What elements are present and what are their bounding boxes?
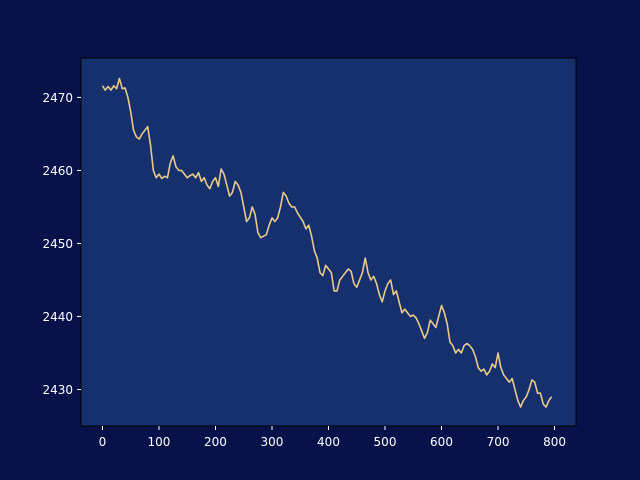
y-tick-label: 2460 [42,164,73,178]
series-layer [101,77,553,408]
y-tick-label: 2430 [42,383,73,397]
x-tick-label: 800 [543,435,566,449]
x-tick-label: 200 [204,435,227,449]
series-line-1 [101,77,553,408]
x-axis: 0 100 200 300 400 500 600 700 800 [99,426,566,449]
y-axis: 2430 2440 2450 2460 2470 [42,91,81,397]
x-tick-label: 600 [430,435,453,449]
x-tick-label: 100 [148,435,171,449]
y-tick-label: 2470 [42,91,73,105]
y-tick-label: 2450 [42,237,73,251]
x-tick-label: 700 [487,435,510,449]
x-tick-label: 500 [374,435,397,449]
x-tick-label: 300 [261,435,284,449]
x-tick-label: 400 [317,435,340,449]
x-tick-label: 0 [99,435,107,449]
y-tick-label: 2440 [42,310,73,324]
